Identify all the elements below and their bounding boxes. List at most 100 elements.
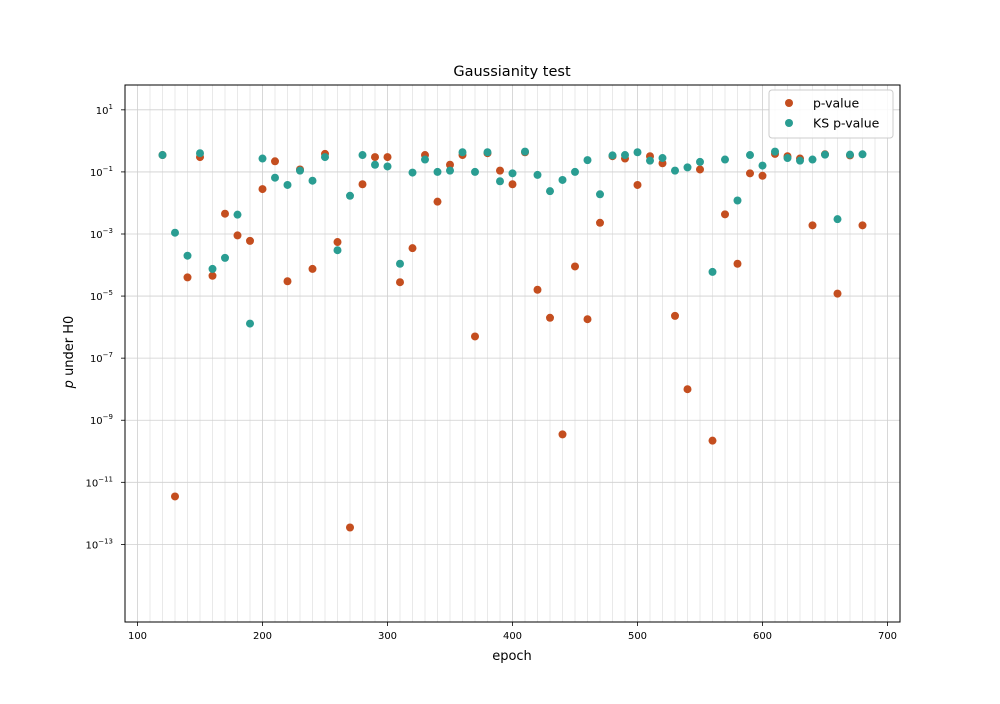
data-point (408, 244, 417, 253)
data-point (158, 151, 167, 160)
data-point (283, 180, 292, 189)
data-point (246, 236, 254, 245)
data-point (846, 150, 854, 159)
data-point (633, 180, 642, 189)
legend-marker (785, 99, 793, 107)
data-point (808, 221, 817, 230)
data-point (833, 289, 842, 298)
data-point (733, 259, 742, 268)
data-point (583, 156, 592, 165)
data-point (521, 147, 529, 156)
data-point (596, 218, 604, 227)
data-point (696, 165, 704, 174)
data-point (408, 168, 417, 177)
data-point (208, 271, 217, 280)
legend-label: KS p-value (813, 116, 880, 131)
data-point (358, 151, 367, 160)
data-point (446, 160, 454, 169)
data-point (221, 209, 229, 218)
data-point (333, 238, 342, 247)
data-point (433, 167, 442, 176)
data-point (621, 151, 629, 160)
legend-marker (785, 119, 793, 127)
data-point (471, 332, 479, 341)
y-tick-label: 10−9 (90, 413, 113, 427)
y-axis-label-italic: p (62, 380, 77, 389)
data-point (683, 385, 692, 394)
y-tick-label: 10−11 (85, 475, 113, 489)
data-point (733, 196, 742, 205)
data-point (421, 155, 429, 164)
data-point (771, 147, 779, 156)
data-point (171, 228, 179, 237)
data-point (596, 190, 604, 199)
data-point (671, 311, 679, 320)
x-tick-label: 300 (378, 631, 397, 642)
data-point (296, 166, 304, 175)
data-point (696, 157, 704, 166)
data-point (796, 156, 804, 165)
series-p-value (158, 148, 867, 532)
data-point (458, 148, 467, 157)
data-point (283, 277, 292, 286)
data-point (183, 273, 192, 282)
data-point (346, 523, 354, 532)
data-point (721, 210, 729, 219)
data-point (221, 253, 229, 262)
data-point (383, 153, 392, 162)
legend-label: p-value (813, 96, 860, 111)
data-point (683, 163, 692, 172)
y-tick-label: 10−5 (90, 289, 113, 303)
data-point (508, 169, 517, 178)
x-tick-label: 500 (628, 631, 647, 642)
data-point (396, 278, 404, 287)
data-point (633, 148, 642, 157)
data-point (246, 319, 254, 328)
data-point (433, 197, 442, 206)
data-point (308, 264, 317, 273)
data-point (258, 185, 267, 194)
data-point (571, 167, 579, 176)
data-point (346, 191, 354, 200)
y-tick-label: 101 (96, 103, 113, 117)
x-tick-label: 200 (253, 631, 272, 642)
data-point (371, 153, 379, 162)
data-point (721, 155, 729, 164)
data-point (533, 170, 542, 179)
x-tick-label: 600 (753, 631, 772, 642)
data-point (571, 262, 579, 271)
data-point (708, 436, 717, 445)
x-axis-label: epoch (492, 649, 532, 664)
x-tick-label: 100 (128, 631, 147, 642)
data-point (333, 246, 342, 255)
data-point (708, 267, 717, 276)
data-point (383, 162, 392, 171)
chart-title: Gaussianity test (453, 64, 571, 80)
legend: p-value KS p-value (768, 89, 894, 139)
y-axis-label-rest: under H0 (62, 316, 77, 380)
data-point (446, 166, 454, 175)
y-tick-label: 10−1 (90, 165, 113, 179)
data-point (208, 264, 217, 273)
data-point (546, 313, 554, 322)
data-point (583, 315, 592, 324)
data-point (858, 221, 867, 230)
y-tick-label: 10−13 (85, 537, 113, 551)
y-axis-label: p under H0 (62, 316, 77, 390)
data-point (183, 251, 192, 260)
data-point (746, 151, 754, 160)
legend-box (768, 89, 894, 139)
data-point (508, 180, 517, 189)
series-ks-p-value (158, 147, 867, 328)
data-point (821, 150, 829, 159)
data-point (858, 150, 867, 159)
data-point (396, 259, 404, 268)
data-point (833, 215, 842, 224)
data-point (783, 154, 792, 163)
data-point (533, 285, 542, 294)
data-point (746, 169, 754, 178)
data-point (171, 492, 179, 501)
data-point (483, 148, 492, 157)
